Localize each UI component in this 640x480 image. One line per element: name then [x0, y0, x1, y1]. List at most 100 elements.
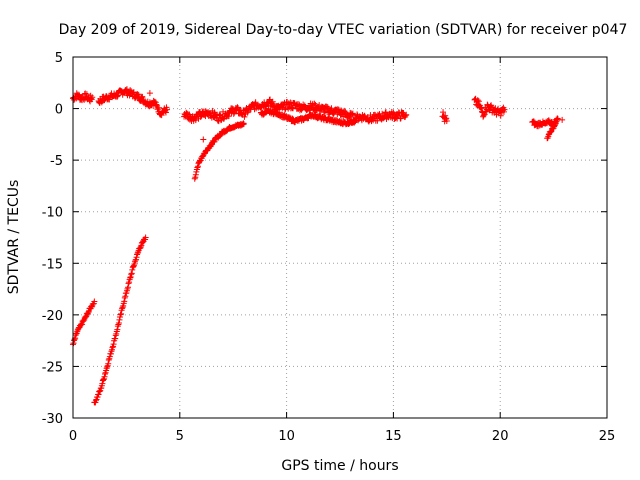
data-point: [225, 113, 232, 120]
data-point: [128, 270, 135, 277]
data-point: [194, 164, 201, 171]
x-tick-label: 10: [278, 429, 295, 444]
data-point: [74, 328, 81, 335]
x-tick-labels: 0 5 10 15 20 25: [69, 429, 615, 444]
data-point: [116, 316, 123, 323]
data-point: [94, 394, 101, 401]
data-point: [487, 102, 494, 109]
data-points: [70, 86, 566, 406]
data-point: [350, 118, 357, 125]
data-point: [125, 280, 132, 287]
data-point: [127, 274, 134, 281]
data-point: [102, 371, 109, 378]
data-point: [301, 102, 308, 109]
data-point: [197, 113, 204, 120]
data-point: [162, 109, 169, 116]
data-point: [122, 293, 129, 300]
data-point: [443, 115, 450, 122]
data-point: [501, 106, 508, 113]
data-point: [241, 113, 248, 120]
data-point: [101, 373, 108, 380]
data-point: [79, 321, 86, 328]
y-tick-labels: 5 0 -5 -10 -15 -20 -25 -30: [42, 51, 63, 427]
data-point: [134, 91, 141, 98]
data-point: [117, 311, 124, 318]
data-point: [85, 309, 92, 316]
data-point: [547, 129, 554, 136]
data-point: [100, 376, 107, 383]
x-tick-label: 5: [176, 429, 184, 444]
data-point: [211, 138, 218, 145]
data-point: [269, 98, 276, 105]
data-point: [139, 93, 146, 100]
data-point: [75, 325, 82, 332]
data-point: [440, 109, 447, 116]
data-point: [186, 111, 193, 118]
y-tick-label: 0: [55, 103, 63, 118]
chart-title: Day 209 of 2019, Sidereal Day-to-day VTE…: [59, 22, 628, 38]
data-point: [103, 365, 110, 372]
data-point: [92, 397, 99, 404]
x-tick-label: 15: [385, 429, 402, 444]
data-point: [286, 114, 293, 121]
data-point: [88, 95, 95, 102]
data-point-outlier: [200, 136, 207, 143]
y-tick-label: -20: [42, 309, 63, 324]
x-tick-label: 25: [599, 429, 616, 444]
data-point: [114, 326, 121, 333]
data-point: [240, 120, 247, 127]
data-point: [105, 357, 112, 364]
data-point: [497, 112, 504, 119]
data-point-outlier: [559, 116, 566, 123]
data-point: [244, 109, 251, 116]
data-point: [554, 115, 561, 122]
data-point: [121, 298, 128, 305]
data-point: [351, 119, 358, 126]
data-point: [380, 115, 387, 122]
data-point: [192, 171, 199, 178]
y-tick-label: -10: [42, 206, 63, 221]
data-point-outlier: [146, 90, 153, 97]
data-point: [107, 350, 114, 357]
data-point: [252, 99, 259, 106]
x-tick-label: 20: [492, 429, 509, 444]
data-point: [110, 341, 117, 348]
data-point: [142, 234, 149, 241]
data-point: [191, 175, 198, 182]
data-point: [105, 360, 112, 367]
data-point: [474, 97, 481, 104]
y-tick-label: -5: [50, 154, 63, 169]
data-point: [96, 388, 103, 395]
y-tick-label: -15: [42, 257, 63, 272]
axis-ticks: [72, 56, 608, 419]
data-point: [216, 111, 223, 118]
y-tick-label: 5: [55, 51, 63, 66]
data-point: [80, 318, 87, 325]
data-point: [551, 122, 558, 129]
data-point: [115, 320, 122, 327]
y-tick-label: -25: [42, 360, 63, 375]
data-point: [196, 158, 203, 165]
data-point: [163, 106, 170, 113]
data-point: [230, 110, 237, 117]
data-point: [403, 111, 410, 118]
data-point: [127, 274, 134, 281]
data-point: [127, 87, 134, 94]
data-point: [83, 91, 90, 98]
data-point: [88, 303, 95, 310]
data-point: [374, 117, 381, 124]
x-tick-label: 0: [69, 429, 77, 444]
data-point: [109, 344, 116, 351]
data-point: [134, 250, 141, 257]
data-point: [112, 335, 119, 342]
data-point: [89, 94, 96, 101]
data-point: [91, 298, 98, 305]
data-point: [118, 310, 125, 317]
x-axis-label: GPS time / hours: [281, 458, 398, 474]
data-point: [240, 121, 247, 128]
data-point: [478, 105, 485, 112]
data-point: [130, 263, 137, 270]
data-point: [311, 100, 318, 107]
